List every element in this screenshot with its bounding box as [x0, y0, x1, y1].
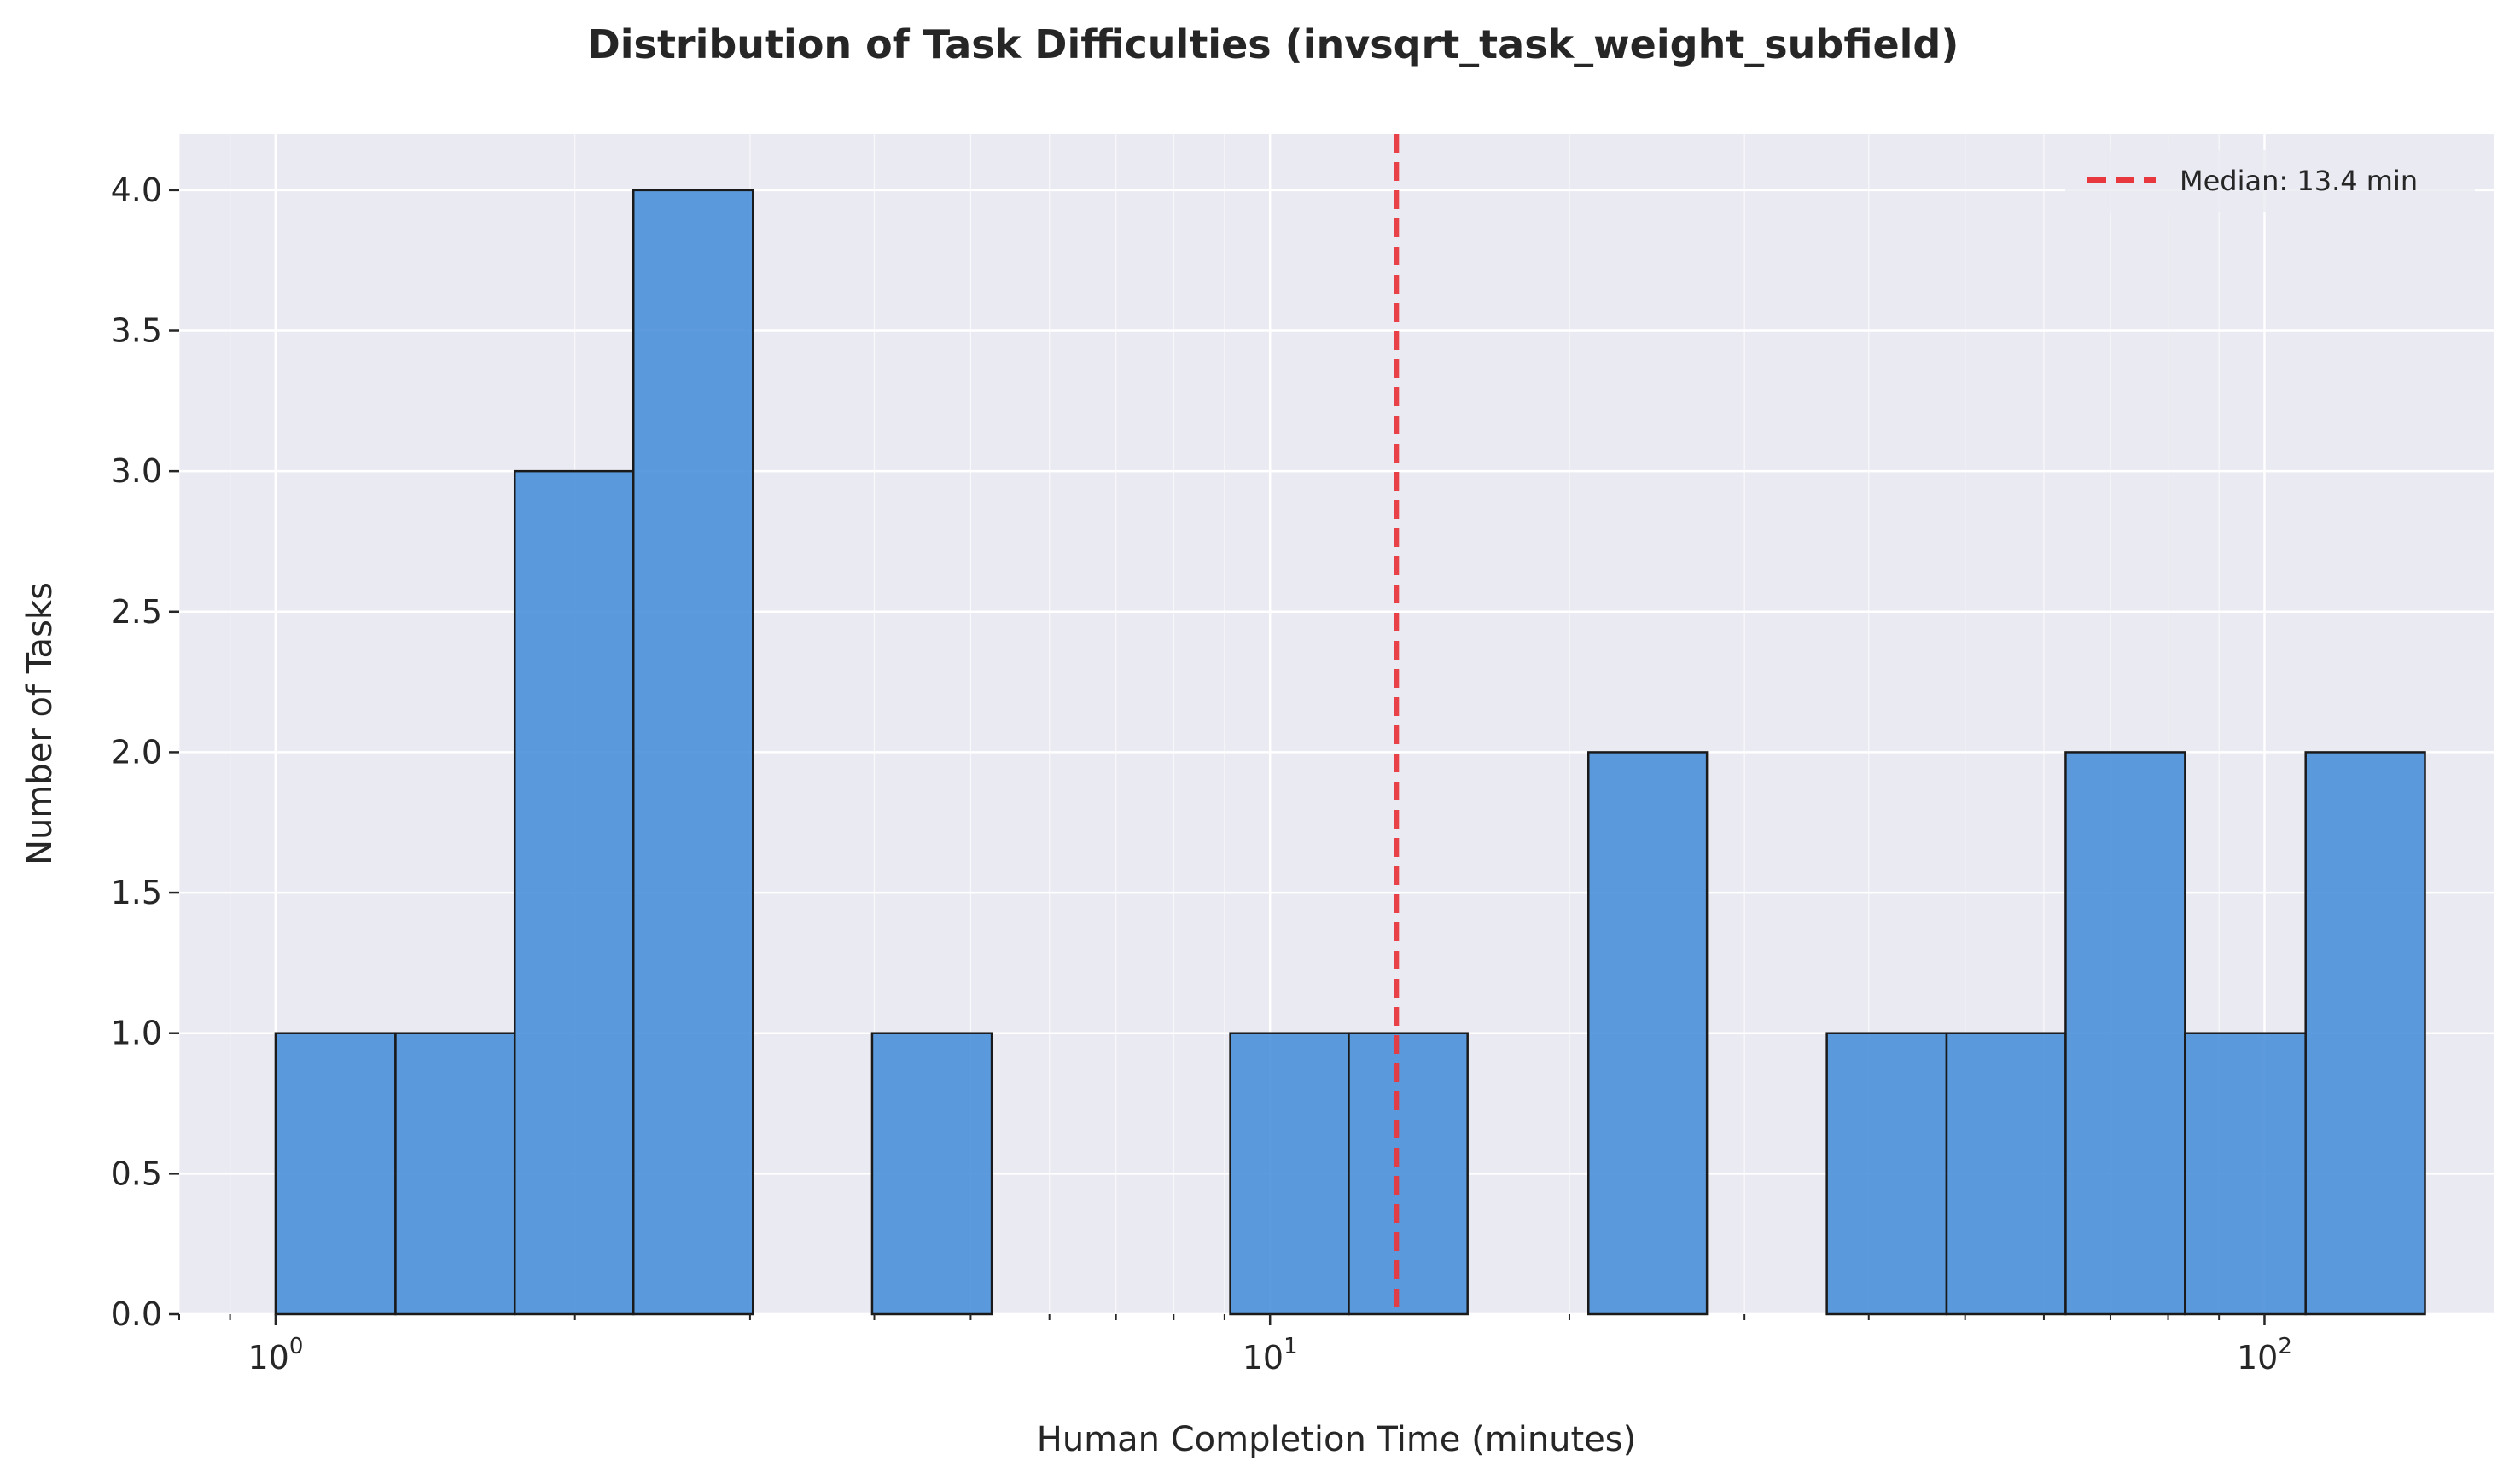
histogram-bar: [632, 189, 754, 1316]
y-tick-label: 3.5: [111, 312, 162, 350]
y-tick-label: 0.0: [111, 1295, 162, 1333]
x-tick-label: 101: [1243, 1334, 1298, 1376]
x-axis-label: Human Completion Time (minutes): [1037, 1420, 1637, 1459]
histogram-bar: [274, 1032, 397, 1316]
histogram-bar: [2184, 1032, 2307, 1316]
histogram-bar: [2064, 751, 2186, 1316]
chart-title: Distribution of Task Difficulties (invsq…: [588, 21, 1959, 67]
histogram-bar: [513, 469, 635, 1316]
y-tick-label: 3.0: [111, 452, 162, 490]
legend-box: [2065, 150, 2475, 212]
x-axis: 100 101 102: [178, 1314, 2292, 1376]
legend-median-label: Median: 13.4 min: [2180, 165, 2418, 197]
histogram-bar: [2304, 751, 2426, 1316]
y-axis-label: Number of Tasks: [20, 582, 60, 865]
y-tick-label: 1.5: [111, 874, 162, 911]
y-tick-label: 1.0: [111, 1015, 162, 1052]
y-tick-label: 4.0: [111, 172, 162, 209]
x-tick-label: 100: [247, 1334, 303, 1376]
histogram-bar: [1825, 1032, 1948, 1316]
y-axis: 0.0 0.5 1.0 1.5 2.0 2.5 3.0 3.5 4.0: [111, 172, 179, 1333]
histogram-bar: [1348, 1032, 1469, 1316]
histogram-bar: [1587, 751, 1709, 1316]
y-tick-label: 2.0: [111, 733, 162, 771]
histogram-bar: [1229, 1032, 1350, 1316]
y-tick-label: 0.5: [111, 1155, 162, 1192]
histogram-bar: [1945, 1032, 2067, 1316]
histogram-bar: [870, 1032, 993, 1316]
histogram-bars: [274, 189, 2426, 1316]
legend: Median: 13.4 min: [2065, 150, 2475, 212]
y-tick-label: 2.5: [111, 593, 162, 631]
x-tick-label: 102: [2237, 1334, 2292, 1376]
histogram-bar: [394, 1032, 516, 1316]
